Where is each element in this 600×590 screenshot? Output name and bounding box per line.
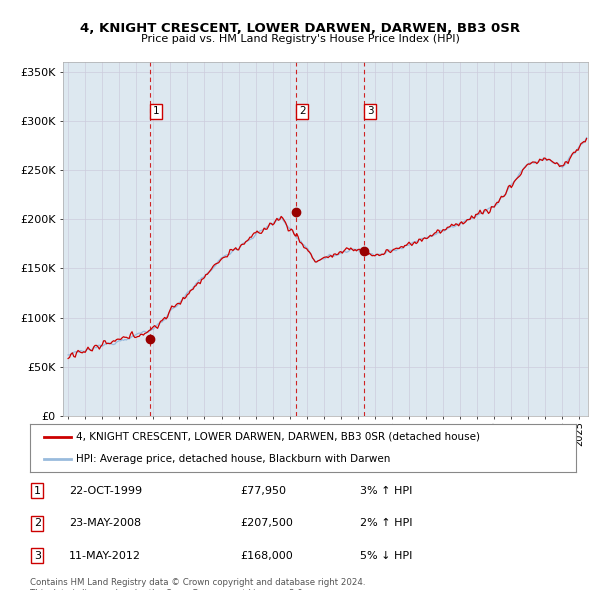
Text: 4, KNIGHT CRESCENT, LOWER DARWEN, DARWEN, BB3 0SR: 4, KNIGHT CRESCENT, LOWER DARWEN, DARWEN…: [80, 22, 520, 35]
Text: 2% ↑ HPI: 2% ↑ HPI: [360, 519, 413, 528]
Text: 3: 3: [34, 551, 41, 560]
Text: Price paid vs. HM Land Registry's House Price Index (HPI): Price paid vs. HM Land Registry's House …: [140, 34, 460, 44]
Text: 11-MAY-2012: 11-MAY-2012: [69, 551, 141, 560]
Text: 3: 3: [367, 106, 373, 116]
Text: 4, KNIGHT CRESCENT, LOWER DARWEN, DARWEN, BB3 0SR (detached house): 4, KNIGHT CRESCENT, LOWER DARWEN, DARWEN…: [76, 432, 481, 442]
Text: £77,950: £77,950: [240, 486, 286, 496]
Text: 2: 2: [34, 519, 41, 528]
Text: 1: 1: [152, 106, 159, 116]
Text: £168,000: £168,000: [240, 551, 293, 560]
Text: 2: 2: [299, 106, 305, 116]
Text: 3% ↑ HPI: 3% ↑ HPI: [360, 486, 412, 496]
Text: HPI: Average price, detached house, Blackburn with Darwen: HPI: Average price, detached house, Blac…: [76, 454, 391, 464]
Text: 22-OCT-1999: 22-OCT-1999: [69, 486, 142, 496]
Text: 23-MAY-2008: 23-MAY-2008: [69, 519, 141, 528]
Text: Contains HM Land Registry data © Crown copyright and database right 2024.
This d: Contains HM Land Registry data © Crown c…: [30, 578, 365, 590]
Text: 1: 1: [34, 486, 41, 496]
Text: £207,500: £207,500: [240, 519, 293, 528]
Text: 5% ↓ HPI: 5% ↓ HPI: [360, 551, 412, 560]
